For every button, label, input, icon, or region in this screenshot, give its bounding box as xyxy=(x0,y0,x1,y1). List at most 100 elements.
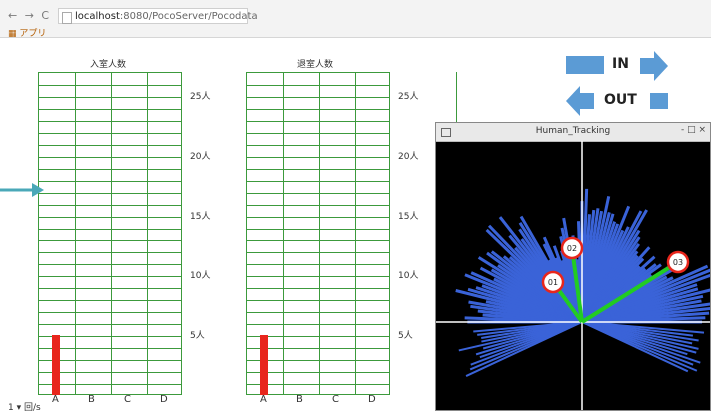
grid-row-line xyxy=(247,84,389,86)
grid-row-line xyxy=(247,168,389,170)
url-host: localhost xyxy=(75,11,120,22)
y-tick-label: 10人 xyxy=(398,271,419,282)
grid-row-line xyxy=(247,288,389,290)
grid-row-line xyxy=(39,120,181,122)
window-title: Human_Tracking xyxy=(535,126,611,136)
grid-row-line xyxy=(39,324,181,326)
hidden-chart-edge xyxy=(456,72,457,122)
window-controls[interactable]: - □ × xyxy=(680,125,706,135)
grid-row-line xyxy=(247,264,389,266)
grid-row-line xyxy=(247,156,389,158)
y-tick-label: 5人 xyxy=(398,331,413,342)
y-tick-label: 20人 xyxy=(190,151,211,162)
grid-row-line xyxy=(247,324,389,326)
grid-row-line xyxy=(39,300,181,302)
url-path: :8080/PocoServer/Pocodata xyxy=(119,11,258,22)
grid-row-line xyxy=(39,144,181,146)
grid-row-line xyxy=(247,300,389,302)
address-bar[interactable]: localhost:8080/PocoServer/Pocodata xyxy=(58,8,258,24)
grid-row-line xyxy=(247,216,389,218)
chart-title: 退室人数 xyxy=(297,60,334,70)
bookmark-apps-label: アプリ xyxy=(19,29,47,39)
chart-title: 入室人数 xyxy=(90,60,127,70)
grid-row-line xyxy=(247,144,389,146)
x-tick-label: A xyxy=(52,394,59,405)
track-line xyxy=(580,260,680,324)
y-tick-label: 15人 xyxy=(190,211,211,222)
grid-row-line xyxy=(39,180,181,182)
grid-row-line xyxy=(247,132,389,134)
human-tracking-window[interactable]: Human_Tracking - □ × 01 02 03 xyxy=(435,122,711,411)
y-tick-label: 5人 xyxy=(190,331,205,342)
person-tracks: 01 02 03 xyxy=(541,236,690,324)
grid-row-line xyxy=(39,348,181,350)
x-tick-label: C xyxy=(124,394,131,405)
grid-row-line xyxy=(247,252,389,254)
legend-in-rect xyxy=(566,56,604,74)
pointer-arrow-left xyxy=(0,183,44,197)
person-id-label: 03 xyxy=(673,258,683,267)
chart-grid xyxy=(246,72,390,395)
grid-row-line xyxy=(247,384,389,386)
grid-row-line xyxy=(247,348,389,350)
grid-column-line xyxy=(75,73,76,394)
grid-column-line xyxy=(147,73,148,394)
rate-selector[interactable]: 1 ▾ 回/s xyxy=(8,403,41,413)
grid-row-line xyxy=(247,108,389,110)
grid-row-line xyxy=(39,360,181,362)
grid-row-line xyxy=(39,168,181,170)
grid-row-line xyxy=(247,96,389,98)
grid-row-line xyxy=(247,228,389,230)
grid-column-line xyxy=(283,73,284,394)
grid-row-line xyxy=(39,240,181,242)
grid-row-line xyxy=(39,108,181,110)
chart-grid xyxy=(38,72,182,395)
grid-row-line xyxy=(247,276,389,278)
grid-row-line xyxy=(39,264,181,266)
y-tick-label: 15人 xyxy=(398,211,419,222)
lidar-scan xyxy=(455,188,710,377)
scan-ray xyxy=(473,321,583,333)
grid-row-line xyxy=(39,384,181,386)
grid-column-line xyxy=(111,73,112,394)
x-tick-label: B xyxy=(88,394,95,405)
x-tick-label: D xyxy=(160,394,168,405)
y-tick-label: 10人 xyxy=(190,271,211,282)
grid-row-line xyxy=(247,192,389,194)
person-id-label: 01 xyxy=(548,278,558,287)
grid-row-line xyxy=(39,312,181,314)
grid-row-line xyxy=(39,276,181,278)
bookmark-apps[interactable]: ▦ アプリ xyxy=(8,29,47,39)
grid-row-line xyxy=(247,360,389,362)
legend-in-label: IN xyxy=(612,56,629,72)
right-arrow-icon xyxy=(640,51,668,81)
x-tick-label: D xyxy=(368,394,376,405)
y-tick-label: 20人 xyxy=(398,151,419,162)
x-tick-label: B xyxy=(296,394,303,405)
browser-toolbar: ← → C localhost:8080/PocoServer/Pocodata… xyxy=(0,0,711,39)
track-line xyxy=(570,247,584,323)
browser-nav-buttons[interactable]: ← → C xyxy=(8,9,52,22)
grid-row-line xyxy=(39,228,181,230)
grid-column-line xyxy=(319,73,320,394)
grid-row-line xyxy=(247,240,389,242)
grid-row-line xyxy=(247,312,389,314)
legend-out-rect xyxy=(650,93,668,109)
x-tick-label: A xyxy=(260,394,267,405)
grid-row-line xyxy=(39,288,181,290)
x-tick-label: C xyxy=(332,394,339,405)
grid-row-line xyxy=(39,96,181,98)
grid-row-line xyxy=(39,204,181,206)
person-id-label: 02 xyxy=(567,244,577,253)
grid-row-line xyxy=(39,192,181,194)
grid-row-line xyxy=(39,132,181,134)
left-arrow-icon xyxy=(566,86,594,116)
person-marker xyxy=(541,270,565,294)
window-titlebar[interactable]: Human_Tracking - □ × xyxy=(436,123,710,142)
bar-A xyxy=(260,335,268,395)
legend-out-label: OUT xyxy=(604,92,637,108)
window-app-icon xyxy=(441,128,451,137)
grid-row-line xyxy=(39,252,181,254)
person-marker xyxy=(560,236,584,260)
page-icon xyxy=(62,12,72,24)
